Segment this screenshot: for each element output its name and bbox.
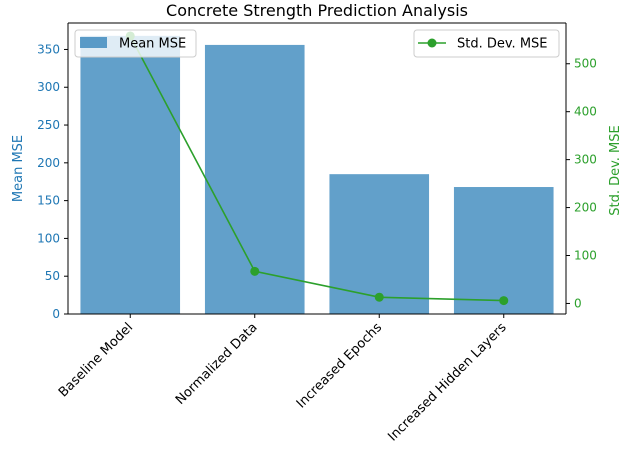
legend-label-std-dev-mse: Std. Dev. MSE bbox=[457, 37, 548, 52]
y-axis-label-right: Std. Dev. MSE bbox=[608, 125, 623, 216]
left-tick-label: 200 bbox=[37, 156, 60, 170]
legends: Mean MSE Std. Dev. MSE bbox=[74, 29, 560, 58]
x-tick-label-baseline-model: Baseline Model bbox=[56, 320, 136, 400]
chart-title: Concrete Strength Prediction Analysis bbox=[166, 1, 468, 20]
left-tick-label: 100 bbox=[37, 231, 60, 245]
std-dev-line bbox=[129, 35, 504, 302]
right-tick-label: 500 bbox=[574, 57, 597, 71]
right-tick-label: 100 bbox=[574, 249, 597, 263]
bar-increased-hidden-layers bbox=[453, 187, 554, 314]
left-tick-label: 250 bbox=[37, 118, 60, 132]
legend-swatch-mean-mse bbox=[80, 37, 107, 48]
legend-label-mean-mse: Mean MSE bbox=[119, 37, 186, 52]
right-tick-label: 0 bbox=[574, 296, 582, 310]
right-tick-label: 400 bbox=[574, 105, 597, 119]
left-tick-label: 350 bbox=[37, 42, 60, 56]
legend-swatch-marker-std-dev-mse bbox=[427, 38, 437, 48]
left-tick-label: 150 bbox=[37, 194, 60, 208]
y-axis-label-left: Mean MSE bbox=[11, 135, 26, 202]
std-dev-point-normalized-data bbox=[250, 266, 260, 276]
std-dev-point-increased-hidden-layers bbox=[499, 296, 509, 306]
line-series-std-dev-mse bbox=[125, 31, 509, 306]
x-tick-label-increased-hidden-layers: Increased Hidden Layers bbox=[385, 320, 509, 444]
bar-series-mean-mse bbox=[80, 35, 554, 315]
left-tick-label: 0 bbox=[52, 307, 60, 321]
right-tick-label: 300 bbox=[574, 153, 597, 167]
x-tick-label-normalized-data: Normalized Data bbox=[173, 320, 261, 408]
legend-box-left bbox=[74, 29, 197, 58]
legend-box-right bbox=[413, 29, 560, 58]
x-tick-label-increased-epochs: Increased Epochs bbox=[294, 320, 385, 411]
std-dev-point-increased-epochs bbox=[374, 292, 384, 302]
right-tick-label: 200 bbox=[574, 201, 597, 215]
bar-baseline-model bbox=[80, 35, 181, 314]
left-tick-label: 50 bbox=[45, 269, 60, 283]
left-tick-label: 300 bbox=[37, 80, 60, 94]
